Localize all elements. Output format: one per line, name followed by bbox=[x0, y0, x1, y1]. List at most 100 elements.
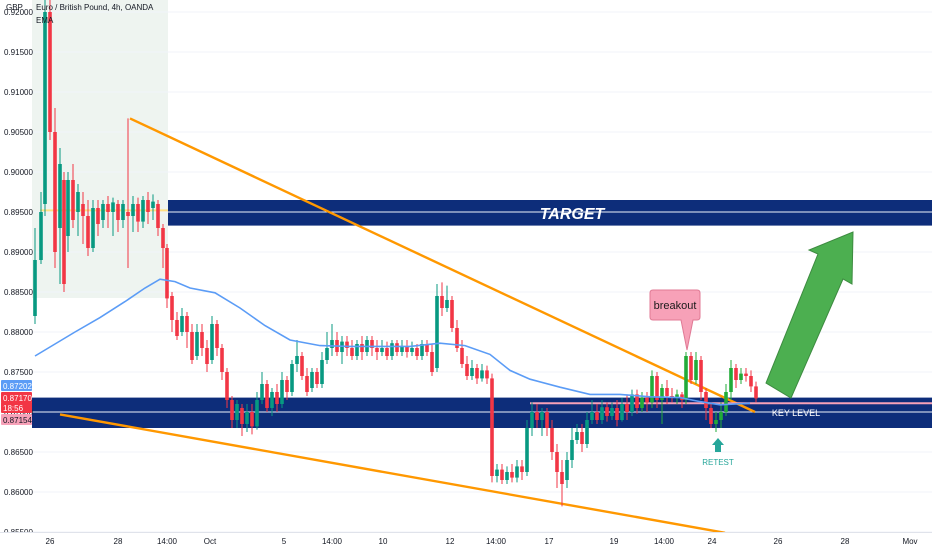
candle[interactable] bbox=[425, 340, 429, 356]
candle[interactable] bbox=[255, 392, 259, 430]
candle[interactable] bbox=[734, 364, 738, 388]
candle[interactable] bbox=[205, 340, 209, 372]
candle[interactable] bbox=[405, 340, 409, 358]
candle[interactable] bbox=[440, 282, 444, 316]
candle[interactable] bbox=[520, 460, 524, 480]
candle[interactable] bbox=[136, 197, 140, 232]
candle[interactable] bbox=[580, 424, 584, 452]
candle[interactable] bbox=[53, 108, 57, 268]
candle[interactable] bbox=[490, 373, 494, 483]
candle[interactable] bbox=[485, 365, 489, 384]
candle[interactable] bbox=[305, 368, 309, 396]
candle[interactable] bbox=[420, 340, 424, 360]
candle[interactable] bbox=[754, 381, 758, 403]
candle[interactable] bbox=[600, 400, 604, 424]
candle[interactable] bbox=[704, 388, 708, 420]
candle[interactable] bbox=[315, 368, 319, 388]
candle[interactable] bbox=[699, 356, 703, 400]
candle[interactable] bbox=[450, 296, 454, 332]
candle[interactable] bbox=[330, 324, 334, 356]
candle[interactable] bbox=[615, 400, 619, 427]
candle[interactable] bbox=[141, 196, 145, 228]
candle[interactable] bbox=[106, 196, 110, 228]
candle[interactable] bbox=[480, 364, 484, 382]
candle[interactable] bbox=[535, 404, 539, 428]
candle[interactable] bbox=[360, 336, 364, 360]
candle[interactable] bbox=[225, 368, 229, 408]
ema-indicator-label[interactable]: EMA bbox=[36, 16, 54, 25]
candle[interactable] bbox=[131, 196, 135, 232]
candle[interactable] bbox=[739, 368, 743, 384]
candle[interactable] bbox=[190, 324, 194, 364]
candle[interactable] bbox=[595, 404, 599, 424]
candle[interactable] bbox=[565, 452, 569, 488]
lower-trendline[interactable] bbox=[59, 413, 726, 534]
candle[interactable] bbox=[689, 352, 693, 384]
candle[interactable] bbox=[33, 228, 37, 324]
candle[interactable] bbox=[650, 370, 654, 408]
candle[interactable] bbox=[195, 324, 199, 360]
candle[interactable] bbox=[605, 402, 609, 422]
candle[interactable] bbox=[76, 184, 80, 236]
candle[interactable] bbox=[210, 316, 214, 364]
retest-marker[interactable]: RETEST bbox=[702, 438, 734, 467]
candle[interactable] bbox=[560, 460, 564, 507]
target-arrow-icon[interactable] bbox=[765, 231, 854, 399]
upper-trendline[interactable] bbox=[129, 117, 756, 414]
candle[interactable] bbox=[555, 444, 559, 488]
candle[interactable] bbox=[570, 428, 574, 468]
candle[interactable] bbox=[265, 380, 269, 412]
candle[interactable] bbox=[126, 118, 130, 268]
candle[interactable] bbox=[550, 420, 554, 460]
candle[interactable] bbox=[320, 352, 324, 388]
candle[interactable] bbox=[744, 368, 748, 382]
candle[interactable] bbox=[260, 372, 264, 404]
candle[interactable] bbox=[310, 368, 314, 392]
candle[interactable] bbox=[175, 312, 179, 340]
candle[interactable] bbox=[39, 192, 43, 264]
candle[interactable] bbox=[724, 384, 728, 416]
candle[interactable] bbox=[58, 148, 62, 284]
candle[interactable] bbox=[625, 394, 629, 420]
candle[interactable] bbox=[180, 308, 184, 336]
symbol-title[interactable]: Euro / British Pound, 4h, OANDA bbox=[36, 3, 154, 12]
candle[interactable] bbox=[151, 194, 155, 220]
candle[interactable] bbox=[515, 460, 519, 483]
y-axis[interactable]: 0.92000 0.91500 0.91000 0.90500 0.90000 0.895… bbox=[0, 0, 33, 550]
candle[interactable] bbox=[445, 285, 449, 312]
candle[interactable] bbox=[220, 344, 224, 380]
candle[interactable] bbox=[121, 200, 125, 228]
candle[interactable] bbox=[275, 384, 279, 412]
breakout-callout[interactable]: breakout bbox=[649, 289, 701, 351]
candle[interactable] bbox=[585, 412, 589, 448]
candle[interactable] bbox=[749, 370, 753, 392]
candle[interactable] bbox=[270, 388, 274, 416]
candle[interactable] bbox=[465, 356, 469, 380]
candle[interactable] bbox=[43, 0, 47, 216]
candle[interactable] bbox=[380, 340, 384, 356]
candle[interactable] bbox=[709, 402, 713, 428]
candle[interactable] bbox=[62, 172, 66, 292]
candle[interactable] bbox=[684, 352, 688, 404]
candle[interactable] bbox=[96, 200, 100, 236]
candle[interactable] bbox=[66, 172, 70, 252]
candle[interactable] bbox=[111, 197, 115, 236]
candle[interactable] bbox=[116, 200, 120, 232]
candle[interactable] bbox=[245, 404, 249, 432]
candle[interactable] bbox=[250, 404, 254, 435]
candle[interactable] bbox=[81, 192, 85, 244]
candle[interactable] bbox=[165, 244, 169, 308]
candle[interactable] bbox=[719, 402, 723, 428]
x-axis[interactable]: 26 28 14:00 Oct 5 14:00 10 12 14:00 17 19 14:00 24 26… bbox=[0, 532, 932, 550]
candle[interactable] bbox=[161, 224, 165, 268]
candle[interactable] bbox=[630, 389, 634, 416]
candle[interactable] bbox=[640, 392, 644, 412]
candle[interactable] bbox=[280, 372, 284, 408]
candle[interactable] bbox=[215, 320, 219, 356]
candle[interactable] bbox=[390, 340, 394, 360]
candle[interactable] bbox=[170, 292, 174, 332]
candle[interactable] bbox=[91, 200, 95, 252]
candle[interactable] bbox=[230, 396, 234, 428]
candle[interactable] bbox=[86, 200, 90, 256]
candle[interactable] bbox=[375, 340, 379, 360]
